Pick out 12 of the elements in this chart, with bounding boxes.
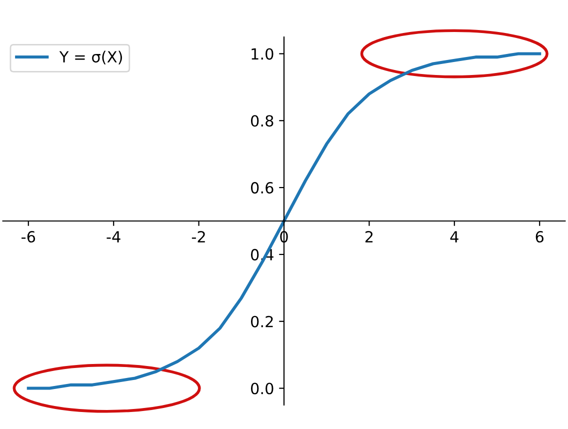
x-tick-label: 4 (450, 231, 458, 242)
y-tick-label: 0.2 (250, 316, 273, 328)
x-tick-label: 2 (365, 230, 373, 242)
x-tick-label: 6 (536, 230, 544, 243)
legend-label: Y = σ(X) (59, 50, 122, 64)
y-tick-label: 0.8 (250, 115, 274, 127)
x-tick-label: -4 (106, 231, 120, 242)
x-tick-label: -6 (22, 230, 36, 243)
y-tick-label: 1.0 (252, 48, 274, 60)
x-tick-label: -2 (192, 230, 205, 242)
y-tick-label: 0.6 (250, 182, 274, 194)
y-tick-label: 0.0 (250, 382, 274, 394)
